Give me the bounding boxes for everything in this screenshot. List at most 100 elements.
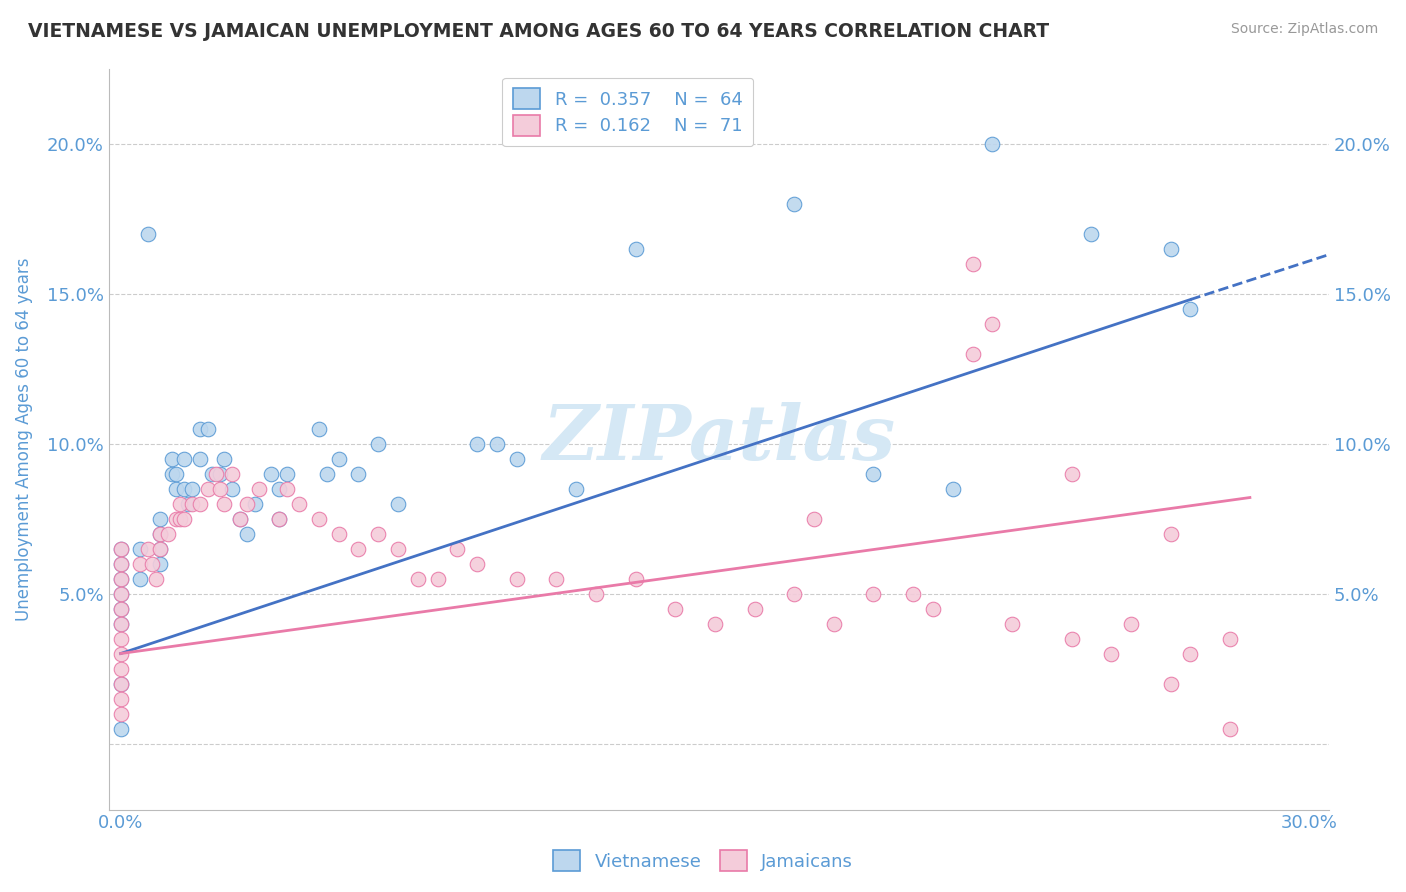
- Point: [110, 572, 132, 586]
- Point: [245, 496, 267, 510]
- Point: [173, 511, 195, 525]
- Point: [269, 482, 291, 496]
- Point: [212, 451, 235, 466]
- Point: [962, 256, 984, 270]
- Point: [110, 601, 132, 615]
- Point: [565, 482, 588, 496]
- Point: [141, 557, 163, 571]
- Point: [347, 467, 370, 481]
- Point: [165, 511, 187, 525]
- Point: [387, 541, 409, 556]
- Point: [221, 467, 243, 481]
- Point: [188, 496, 211, 510]
- Point: [247, 482, 270, 496]
- Point: [506, 572, 529, 586]
- Point: [208, 467, 231, 481]
- Point: [110, 557, 132, 571]
- Point: [276, 467, 298, 481]
- Point: [188, 421, 211, 435]
- Point: [129, 541, 152, 556]
- Legend: Vietnamese, Jamaicans: Vietnamese, Jamaicans: [546, 843, 860, 879]
- Point: [288, 496, 311, 510]
- Point: [110, 722, 132, 736]
- Point: [1160, 242, 1182, 256]
- Point: [426, 572, 449, 586]
- Point: [1160, 526, 1182, 541]
- Point: [110, 541, 132, 556]
- Point: [197, 482, 219, 496]
- Point: [212, 496, 235, 510]
- Point: [110, 676, 132, 690]
- Point: [1180, 301, 1202, 316]
- Point: [1001, 616, 1024, 631]
- Point: [173, 451, 195, 466]
- Point: [165, 482, 187, 496]
- Point: [624, 572, 647, 586]
- Point: [1080, 227, 1102, 241]
- Point: [269, 511, 291, 525]
- Point: [1060, 467, 1083, 481]
- Point: [367, 526, 389, 541]
- Point: [1219, 632, 1241, 646]
- Point: [276, 482, 298, 496]
- Point: [465, 436, 488, 450]
- Point: [1219, 722, 1241, 736]
- Point: [138, 541, 160, 556]
- Point: [169, 511, 191, 525]
- Text: ZIPatlas: ZIPatlas: [543, 402, 896, 476]
- Point: [783, 586, 806, 600]
- Point: [169, 496, 191, 510]
- Point: [228, 511, 250, 525]
- Point: [367, 436, 389, 450]
- Point: [347, 541, 370, 556]
- Legend: R =  0.357    N =  64, R =  0.162    N =  71: R = 0.357 N = 64, R = 0.162 N = 71: [502, 78, 754, 146]
- Point: [129, 572, 152, 586]
- Point: [704, 616, 727, 631]
- Point: [328, 451, 350, 466]
- Point: [783, 196, 806, 211]
- Point: [110, 557, 132, 571]
- Point: [197, 421, 219, 435]
- Point: [188, 451, 211, 466]
- Point: [110, 647, 132, 661]
- Point: [145, 572, 167, 586]
- Point: [181, 496, 204, 510]
- Point: [138, 227, 160, 241]
- Point: [149, 541, 172, 556]
- Point: [546, 572, 568, 586]
- Point: [315, 467, 337, 481]
- Point: [981, 136, 1004, 151]
- Point: [149, 557, 172, 571]
- Point: [1180, 647, 1202, 661]
- Point: [664, 601, 686, 615]
- Point: [177, 496, 200, 510]
- Point: [149, 526, 172, 541]
- Point: [204, 467, 226, 481]
- Point: [1060, 632, 1083, 646]
- Point: [110, 541, 132, 556]
- Text: VIETNAMESE VS JAMAICAN UNEMPLOYMENT AMONG AGES 60 TO 64 YEARS CORRELATION CHART: VIETNAMESE VS JAMAICAN UNEMPLOYMENT AMON…: [28, 22, 1049, 41]
- Point: [110, 616, 132, 631]
- Point: [1119, 616, 1142, 631]
- Point: [260, 467, 283, 481]
- Point: [328, 526, 350, 541]
- Point: [1099, 647, 1122, 661]
- Point: [962, 346, 984, 360]
- Text: Source: ZipAtlas.com: Source: ZipAtlas.com: [1230, 22, 1378, 37]
- Point: [1160, 676, 1182, 690]
- Point: [308, 421, 330, 435]
- Point: [387, 496, 409, 510]
- Point: [110, 616, 132, 631]
- Point: [110, 572, 132, 586]
- Point: [406, 572, 429, 586]
- Point: [465, 557, 488, 571]
- Point: [160, 467, 183, 481]
- Point: [585, 586, 607, 600]
- Point: [149, 511, 172, 525]
- Point: [110, 661, 132, 675]
- Point: [110, 586, 132, 600]
- Point: [486, 436, 509, 450]
- Point: [165, 467, 187, 481]
- Point: [201, 467, 224, 481]
- Point: [110, 601, 132, 615]
